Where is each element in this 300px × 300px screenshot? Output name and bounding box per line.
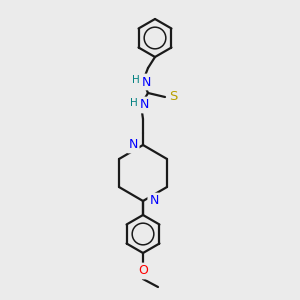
Text: N: N (139, 98, 149, 112)
Text: H: H (130, 98, 138, 108)
Text: H: H (132, 75, 140, 85)
Text: N: N (128, 139, 138, 152)
Text: S: S (169, 91, 177, 103)
Text: N: N (141, 76, 151, 88)
Text: O: O (138, 265, 148, 278)
Text: N: N (149, 194, 159, 208)
